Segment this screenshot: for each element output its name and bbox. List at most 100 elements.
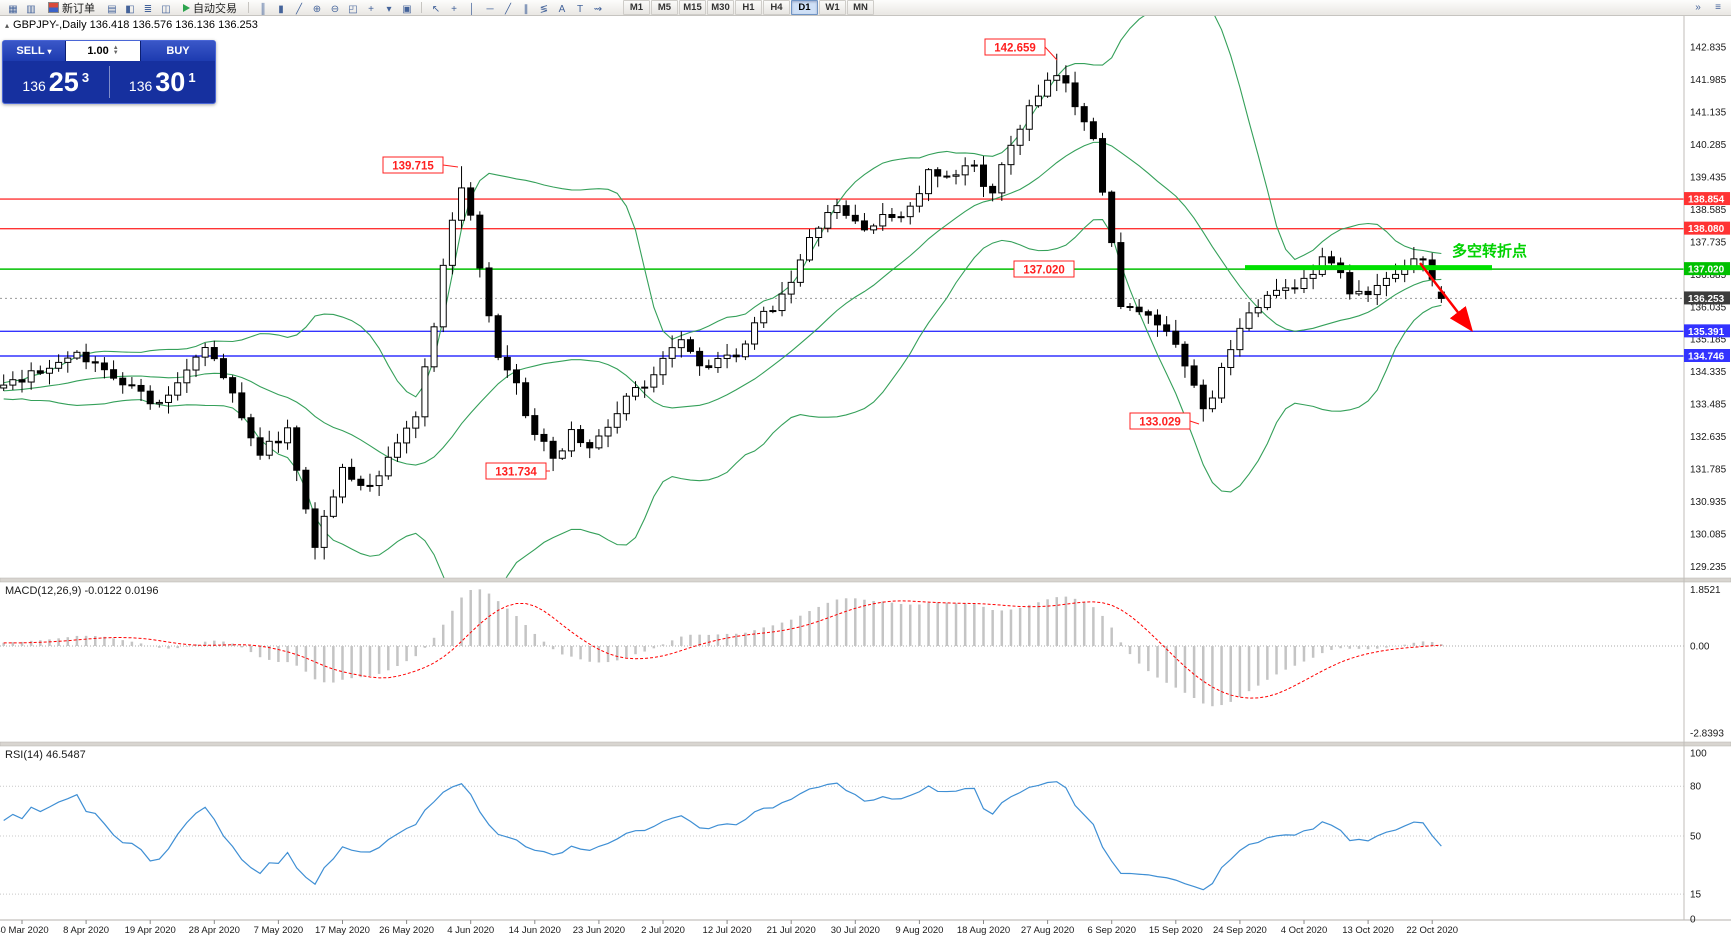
toolbar-menu-icon[interactable]: ≡ — [1715, 2, 1721, 13]
navigator-icon[interactable]: ≣ — [143, 3, 153, 15]
x-axis-date: 30 Jul 2020 — [831, 925, 880, 936]
x-axis-date: 28 Apr 2020 — [189, 925, 240, 936]
zoom-out-icon[interactable]: ⊖ — [330, 3, 340, 15]
timeframe-m1[interactable]: M1 — [623, 0, 650, 15]
timeframe-m15[interactable]: M15 — [679, 0, 706, 15]
y-axis-tick: 135.185 — [1690, 335, 1727, 346]
svg-text:142.659: 142.659 — [994, 43, 1036, 55]
price-divider — [108, 66, 110, 98]
chart-profiles-icon[interactable]: ▥ — [26, 3, 36, 15]
price-tag: 137.020 — [1684, 262, 1730, 276]
y-axis-tick: 141.985 — [1690, 75, 1727, 86]
price-tag: 138.080 — [1684, 221, 1730, 235]
text-label-icon[interactable]: A — [558, 3, 566, 15]
trend-arrow[interactable] — [1419, 262, 1474, 332]
buy-button[interactable]: BUY — [140, 41, 215, 61]
data-window-icon[interactable]: ◧ — [125, 3, 135, 15]
price-callout[interactable]: 142.659 — [984, 38, 1058, 61]
indicators-add-icon[interactable]: + — [368, 3, 374, 15]
y-axis-tick: 130.935 — [1690, 497, 1727, 508]
svg-text:138.854: 138.854 — [1688, 195, 1725, 206]
timeframe-m30[interactable]: M30 — [707, 0, 734, 15]
macd-label: MACD(12,26,9) -0.0122 0.0196 — [5, 585, 159, 597]
svg-text:137.020: 137.020 — [1023, 265, 1065, 277]
trendline-icon[interactable]: ╱ — [504, 3, 512, 15]
y-axis-tick: 133.485 — [1690, 400, 1727, 411]
price-callout[interactable]: 133.029 — [1129, 412, 1200, 430]
svg-text:134.746: 134.746 — [1688, 351, 1725, 362]
macd-pane — [0, 589, 1684, 707]
macd-signal-line — [3, 600, 1442, 699]
volume-arrows-icon[interactable]: ▲ ▼ — [112, 45, 119, 56]
x-axis-date: 19 Apr 2020 — [125, 925, 176, 936]
x-axis-date: 13 Oct 2020 — [1342, 925, 1394, 936]
rsi-label: RSI(14) 46.5487 — [5, 749, 86, 761]
fibonacci-icon[interactable]: ≶ — [539, 3, 549, 15]
vertical-line-icon[interactable]: │ — [468, 3, 476, 15]
svg-text:133.029: 133.029 — [1139, 417, 1181, 429]
price-callout[interactable]: 131.734 — [485, 462, 550, 480]
toolbar: ▦ ▥ 新订单 ▤ ◧ ≣ ◫ 自动交易 ║ ▮ ╱ ⊕ ⊖ ◰ + ▾ ▣ ↖ + │ ─ ╱ ∥ ≶ A T ⇝ M1… — [0, 0, 1731, 16]
templates-icon[interactable]: ▣ — [402, 3, 412, 15]
price-scale[interactable]: 142.835 141.985 141.135 140.285 139.435 138.5… — [1684, 43, 1730, 926]
sell-button[interactable]: SELL ▾ — [3, 41, 66, 61]
equidistant-channel-icon[interactable]: ∥ — [523, 3, 529, 15]
market-watch-icon[interactable]: ▤ — [107, 3, 117, 15]
new-chart-icon[interactable]: ▦ — [8, 3, 18, 15]
price-tag: 134.746 — [1684, 348, 1730, 362]
svg-text:135.391: 135.391 — [1688, 327, 1725, 338]
time-scale[interactable]: 30 Mar 2020 8 Apr 2020 19 Apr 2020 28 Apr 2… — [0, 920, 1458, 936]
rsi-scale-label: 0 — [1690, 915, 1696, 926]
arrows-tool-icon[interactable]: ⇝ — [593, 3, 603, 15]
x-axis-date: 24 Sep 2020 — [1213, 925, 1267, 936]
auto-trading-button[interactable]: 自动交易 — [177, 0, 243, 15]
line-chart-icon[interactable]: ╱ — [295, 3, 303, 15]
toolbar-overflow-icon[interactable]: » — [1695, 2, 1701, 13]
timeframe-d1[interactable]: D1 — [791, 0, 818, 15]
bar-chart-icon[interactable]: ║ — [259, 3, 267, 15]
price-callout[interactable]: 139.715 — [382, 156, 459, 174]
auto-trading-play-icon — [183, 3, 190, 12]
tile-windows-icon[interactable]: ◰ — [348, 3, 358, 15]
x-axis-date: 27 Aug 2020 — [1021, 925, 1074, 936]
periods-dropdown-icon[interactable]: ▾ — [386, 3, 392, 15]
rsi-scale-label: 15 — [1690, 890, 1702, 901]
main-chart-pane: 多空转折点 142.659 139.715 137.020 133.029 131.734 — [0, 16, 1684, 578]
pane-separator[interactable] — [0, 741, 1731, 747]
x-axis-date: 26 May 2020 — [379, 925, 434, 936]
x-axis-date: 4 Jun 2020 — [447, 925, 494, 936]
x-axis-date: 18 Aug 2020 — [957, 925, 1010, 936]
price-callout[interactable]: 137.020 — [1013, 260, 1075, 278]
timeframe-w1[interactable]: W1 — [819, 0, 846, 15]
x-axis-date: 9 Aug 2020 — [895, 925, 943, 936]
new-order-icon — [48, 2, 59, 13]
x-axis-date: 7 May 2020 — [254, 925, 304, 936]
x-axis-date: 2 Jul 2020 — [641, 925, 685, 936]
pane-separator[interactable] — [0, 577, 1731, 583]
x-axis-date: 6 Sep 2020 — [1087, 925, 1136, 936]
rsi-line — [3, 781, 1442, 891]
terminal-icon[interactable]: ◫ — [161, 3, 171, 15]
volume-stepper[interactable]: 1.00 ▲ ▼ — [66, 41, 140, 61]
annotation-text[interactable]: 多空转折点 — [1452, 242, 1527, 260]
horizontal-line-icon[interactable]: ─ — [486, 3, 494, 15]
timeframe-h4[interactable]: H4 — [763, 0, 790, 15]
zoom-in-icon[interactable]: ⊕ — [312, 3, 322, 15]
y-axis-tick: 136.885 — [1690, 270, 1727, 281]
timeframe-m5[interactable]: M5 — [651, 0, 678, 15]
bollinger-band — [3, 16, 1442, 398]
candlestick-chart-icon[interactable]: ▮ — [278, 3, 284, 15]
buy-price[interactable]: 136 30 1 — [128, 66, 196, 97]
rsi-scale-label: 100 — [1690, 749, 1707, 760]
crosshair-icon[interactable]: + — [451, 3, 457, 15]
sell-price[interactable]: 136 25 3 — [22, 66, 90, 97]
bollinger-band — [3, 141, 1442, 466]
y-axis-tick: 132.635 — [1690, 432, 1727, 443]
timeframe-h1[interactable]: H1 — [735, 0, 762, 15]
new-order-button[interactable]: 新订单 — [42, 0, 101, 15]
cursor-icon[interactable]: ↖ — [431, 3, 441, 15]
rsi-pane — [0, 781, 1684, 895]
text-icon[interactable]: T — [576, 3, 584, 15]
timeframe-mn[interactable]: MN — [847, 0, 874, 15]
